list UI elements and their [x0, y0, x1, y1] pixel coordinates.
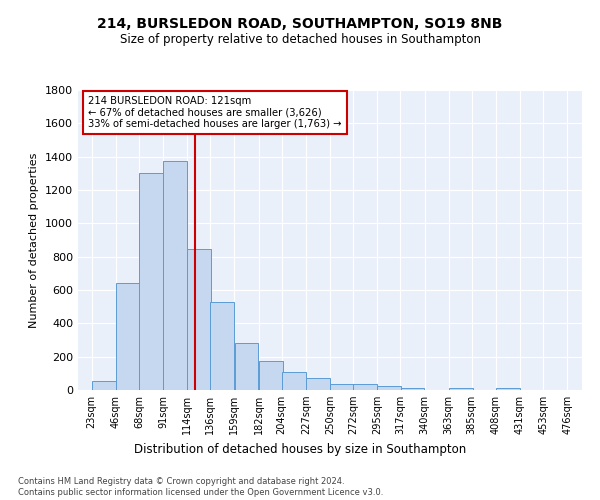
Text: 214, BURSLEDON ROAD, SOUTHAMPTON, SO19 8NB: 214, BURSLEDON ROAD, SOUTHAMPTON, SO19 8…: [97, 18, 503, 32]
Bar: [496, 388, 520, 390]
Bar: [259, 361, 283, 390]
Bar: [235, 344, 259, 390]
Bar: [401, 388, 424, 390]
Text: 214 BURSLEDON ROAD: 121sqm
← 67% of detached houses are smaller (3,626)
33% of s: 214 BURSLEDON ROAD: 121sqm ← 67% of deta…: [88, 96, 341, 129]
Text: Distribution of detached houses by size in Southampton: Distribution of detached houses by size …: [134, 442, 466, 456]
Bar: [377, 386, 401, 390]
Text: Contains HM Land Registry data © Crown copyright and database right 2024.
Contai: Contains HM Land Registry data © Crown c…: [18, 478, 383, 497]
Bar: [187, 249, 211, 390]
Bar: [163, 161, 187, 390]
Bar: [139, 172, 163, 390]
Bar: [116, 282, 140, 390]
Bar: [211, 302, 234, 390]
Bar: [282, 372, 305, 390]
Bar: [306, 378, 330, 390]
Y-axis label: Number of detached properties: Number of detached properties: [29, 152, 40, 328]
Bar: [330, 384, 354, 390]
Text: Size of property relative to detached houses in Southampton: Size of property relative to detached ho…: [119, 32, 481, 46]
Bar: [92, 381, 116, 390]
Bar: [353, 384, 377, 390]
Bar: [449, 388, 473, 390]
